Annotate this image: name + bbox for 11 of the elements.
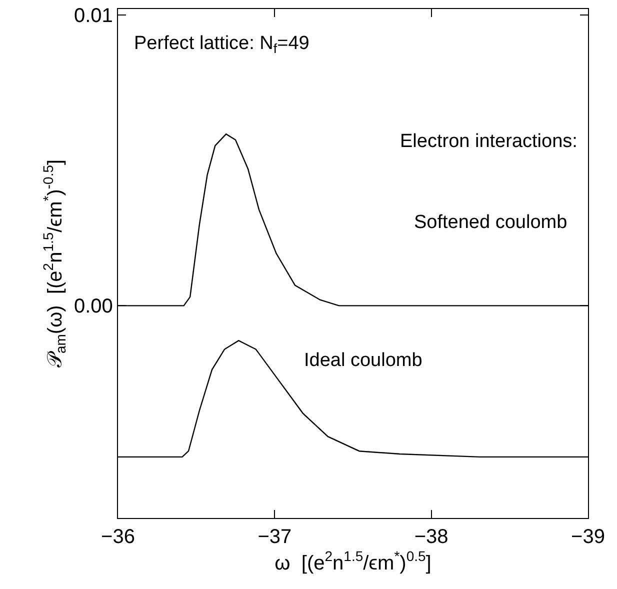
x-tick-label: −38 — [414, 526, 448, 548]
x-tick-label: −37 — [258, 526, 292, 548]
annotation: Electron interactions: — [400, 131, 578, 152]
x-tick-label: −39 — [571, 526, 605, 548]
annotation: Perfect lattice: N$_{f}$=49 — [134, 33, 310, 56]
text: ω [(e$^{2}$n$^{1.5}$/ϵm$^{*}$)$^{0.5}$] — [274, 548, 432, 574]
annotation: Ideal coulomb — [304, 350, 422, 371]
y-tick-label: 0.01 — [74, 4, 113, 27]
x-tick-label: −36 — [101, 526, 135, 548]
y-tick-label: 0.00 — [74, 296, 113, 318]
annotation: Softened coulomb — [414, 212, 568, 233]
